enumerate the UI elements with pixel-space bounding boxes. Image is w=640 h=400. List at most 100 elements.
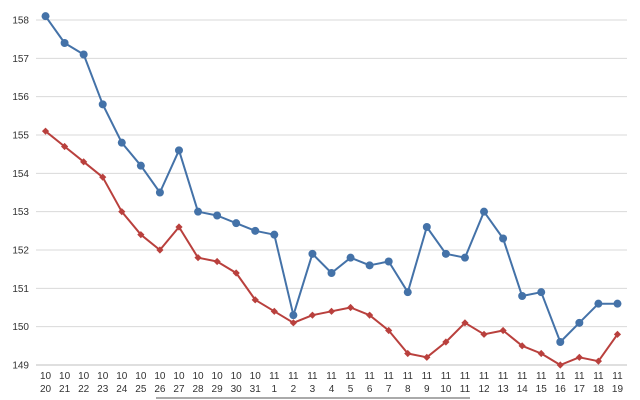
data-point (556, 338, 565, 346)
y-tick-label: 156 (12, 92, 29, 103)
x-tick-label-day: 19 (612, 384, 624, 395)
data-point (213, 211, 222, 220)
data-point (80, 158, 88, 166)
x-tick-label-month: 11 (498, 371, 509, 382)
data-point (174, 146, 183, 155)
data-point (289, 311, 298, 320)
x-tick-label-month: 11 (422, 371, 433, 382)
x-tick-label-day: 11 (460, 384, 471, 395)
data-point (365, 261, 374, 270)
x-tick-label-day: 10 (440, 384, 452, 395)
x-tick-label-month: 11 (441, 371, 452, 382)
x-tick-label-day: 28 (192, 384, 204, 395)
data-point (613, 299, 622, 308)
x-tick-label-month: 11 (364, 371, 375, 382)
data-point (117, 138, 126, 147)
data-point (308, 311, 317, 319)
data-point (175, 223, 183, 231)
data-point (232, 269, 240, 277)
data-point (232, 219, 241, 228)
data-point (518, 342, 526, 350)
data-point (155, 188, 164, 197)
x-tick-label-day: 26 (154, 384, 166, 395)
data-point (99, 173, 107, 181)
data-point (41, 127, 50, 135)
x-tick-label-month: 11 (345, 371, 356, 382)
data-point (270, 230, 279, 239)
x-tick-label-month: 11 (574, 371, 585, 382)
y-tick-label: 150 (12, 322, 29, 333)
data-point (423, 353, 431, 361)
x-tick-label-month: 10 (231, 371, 243, 382)
data-point (613, 330, 622, 338)
data-point (422, 223, 431, 231)
data-point (461, 319, 469, 327)
data-point (79, 50, 88, 59)
data-point (327, 269, 336, 277)
data-point (499, 326, 507, 335)
data-point (441, 249, 450, 258)
data-point (60, 142, 69, 151)
x-tick-label-day: 21 (59, 384, 71, 395)
data-point (308, 249, 317, 258)
x-tick-label-day: 17 (574, 384, 586, 395)
x-tick-label-day: 7 (386, 384, 392, 395)
x-tick-label-day: 4 (329, 384, 335, 395)
x-tick-label-month: 10 (212, 371, 224, 382)
y-tick-label: 154 (12, 169, 29, 180)
x-tick-label-day: 6 (367, 384, 373, 395)
x-tick-label-month: 10 (173, 371, 185, 382)
data-point (213, 257, 221, 266)
y-axis: 149 150 151 152 153 154 155 156 157 158 (12, 16, 29, 372)
x-tick-label-month: 11 (612, 371, 623, 382)
x-tick-label-day: 5 (348, 384, 354, 395)
x-tick-label-month: 10 (135, 371, 147, 382)
x-tick-label-day: 9 (424, 384, 430, 395)
data-point (41, 12, 50, 21)
x-tick-label-day: 13 (498, 384, 510, 395)
x-tick-label-day: 14 (517, 384, 529, 395)
data-point (136, 161, 145, 170)
x-tick-label-day: 31 (250, 384, 262, 395)
x-tick-label-day: 2 (291, 384, 297, 395)
y-tick-label: 149 (12, 361, 29, 372)
y-tick-label: 157 (12, 54, 29, 65)
data-point (251, 226, 260, 235)
data-point (327, 307, 336, 315)
data-point (499, 234, 508, 243)
data-point (194, 207, 203, 216)
data-point (366, 311, 374, 319)
x-tick-label-day: 29 (212, 384, 224, 395)
x-tick-label-day: 18 (593, 384, 605, 395)
y-tick-label: 153 (12, 207, 29, 218)
x-tick-label-month: 11 (403, 371, 414, 382)
data-point (384, 257, 393, 266)
data-point (98, 100, 107, 109)
data-point (556, 361, 564, 369)
x-tick-label-month: 10 (154, 371, 166, 382)
data-point (270, 307, 278, 315)
x-tick-label-day: 27 (173, 384, 185, 395)
series-layer (41, 12, 622, 369)
x-tick-label-day: 22 (78, 384, 90, 395)
data-point (346, 253, 355, 262)
x-tick-label-month: 10 (192, 371, 204, 382)
x-tick-label-day: 25 (135, 384, 147, 395)
x-axis: 1020102110221023102410251026102710281029… (40, 371, 623, 395)
x-tick-label-day: 8 (405, 384, 411, 395)
x-tick-label-month: 11 (479, 371, 490, 382)
data-point (594, 299, 603, 308)
x-tick-label-month: 10 (250, 371, 262, 382)
x-tick-label-month: 11 (460, 371, 471, 382)
data-point (289, 319, 297, 327)
data-point (480, 330, 488, 338)
y-tick-label: 151 (12, 284, 29, 295)
x-tick-label-day: 30 (231, 384, 243, 395)
data-point (460, 253, 469, 262)
x-tick-label-month: 10 (116, 371, 128, 382)
series-2 (41, 127, 622, 369)
x-tick-label-day: 1 (272, 384, 278, 395)
data-point (403, 288, 412, 297)
x-tick-label-month: 11 (383, 371, 394, 382)
